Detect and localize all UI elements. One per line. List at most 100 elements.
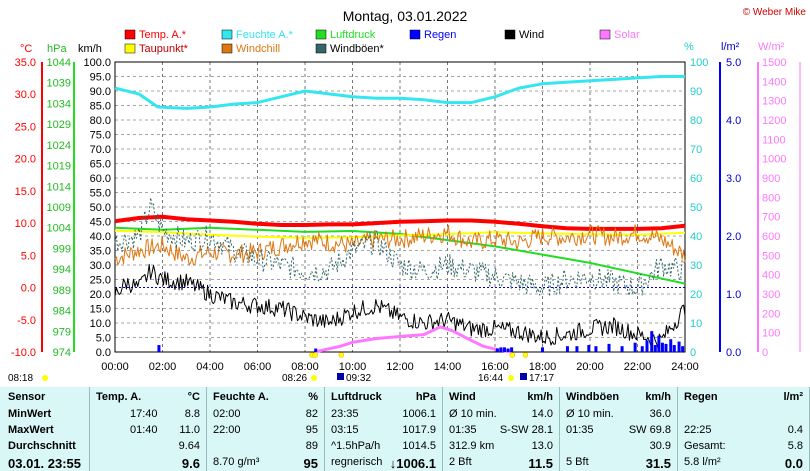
legend-swatch [599,29,611,40]
stats-cell-left: 23:35 [331,408,359,420]
x-tick-label: 08:00 [291,361,319,373]
temp-tick-label: 15.0 [15,186,36,198]
rain-bar [510,347,514,352]
pressure-tick-label: 1024 [47,140,71,152]
stats-cell-value: 95 [305,424,318,436]
stats-unit: hPa [415,391,436,403]
stats-cell-value: 82 [305,408,318,420]
solar-tick-label: 1000 [762,154,786,166]
humidity-tick-label: 100 [690,57,708,69]
rain-bar [314,348,318,352]
stats-unit: °C [187,391,200,403]
stats-row-label: MaxWert [8,424,54,436]
pressure-tick-label: 984 [53,306,71,318]
legend-swatch [504,29,516,40]
solar-tick-label: 1400 [762,76,786,88]
temp-tick-label: 10.0 [15,218,36,230]
stats-unit: km/h [645,391,671,403]
wind-tick-label: 75.0 [90,130,111,142]
x-tick-label: 20:00 [576,361,604,373]
humidity-tick-label: 30 [690,260,702,272]
temp-tick-label: -10.0 [11,347,36,359]
rain-tick-label: 0.0 [726,347,741,359]
temp-tick-label: -5.0 [17,315,36,327]
wind-tick-label: 90.0 [90,86,111,98]
stats-cell-left: 01:35 [449,424,477,436]
humidity-tick-label: 80 [690,115,702,127]
rain-bar [660,342,664,352]
pressure-tick-label: 1029 [47,119,71,131]
solar-tick-label: 1200 [762,115,786,127]
weather-chart: Montag, 03.01.2022 © Weber Mike Temp. A.* F… [8,7,806,384]
pressure-tick-label: 989 [53,285,71,297]
stats-column: Windböen km/h Ø 10 min. 01:35 5 Bft 36.0 SW 69… [560,387,678,471]
pressure-tick-label: 979 [53,326,71,338]
stats-row-label: 03.01. 23:55 [8,456,82,471]
x-tick-label: 00:00 [101,361,129,373]
humidity-tick-label: 50 [690,202,702,214]
temp-unit: °C [20,43,32,55]
stats-cell-value: 30.9 [649,440,671,452]
rain-bar [541,347,544,352]
legend-label: Taupunkt* [139,43,189,55]
stats-cell-left: Gesamt: [684,440,726,452]
solar-tick-label: 200 [762,308,780,320]
humidity-tick-label: 60 [690,173,702,185]
wind-tick-label: 80.0 [90,115,111,127]
stats-cell-value: 1014.5 [402,440,436,452]
humidity-unit: % [684,41,694,53]
solar-tick-label: 700 [762,212,780,224]
wind-tick-label: 40.0 [90,231,111,243]
x-tick-label: 24:00 [671,361,699,373]
rain-tick-label: 2.0 [726,231,741,243]
stats-cell-value: 31.5 [645,456,671,471]
solar-tick-label: 1100 [762,134,786,146]
stats-cell-value: 11.5 [528,456,553,471]
stats-cell-value: 89 [305,440,318,452]
rain-bar [499,347,503,352]
stats-unit: l/m² [783,391,803,403]
series-line-wind [114,263,686,349]
rain-bar [677,341,681,352]
pressure-tick-label: 1014 [47,181,71,193]
wind-unit: km/h [78,43,102,55]
stats-header: Luftdruck [331,391,382,403]
pressure-tick-label: 1019 [47,161,71,173]
legend-label: Solar [614,29,640,41]
stats-column: Luftdruck hPa 23:35 03:15 ^1.5hPa/h regnerisc… [325,387,443,471]
pressure-tick-label: 974 [53,347,71,359]
solar-tick-label: 900 [762,173,780,185]
legend-label: Luftdruck [330,29,376,41]
rain-bar [495,348,499,352]
stats-unit: % [308,391,318,403]
x-tick-label: 06:00 [244,361,272,373]
stats-column: Regen l/m² 22:25 Gesamt: 5.8 l/m² 0.4 5.8 0.0 [678,387,810,471]
legend-label: Windböen* [330,43,385,55]
stats-cell-value: SW 69.8 [628,424,671,436]
stats-cell-left: 01:35 [566,424,594,436]
x-tick-label: 10:00 [339,361,367,373]
x-tick-label: 16:00 [481,361,509,373]
rain-tick-label: 3.0 [726,173,741,185]
rain-bar [503,347,506,352]
temp-tick-label: 20.0 [15,154,36,166]
legend-swatch [124,29,136,40]
series-line-windb-en [114,197,686,297]
rain-bar [506,348,510,352]
stats-column: Temp. A. °C 17:40 01:40 8.8 11.0 9.64 9.6 [90,387,207,471]
sun-icon [311,375,317,381]
legend-swatch [315,43,327,54]
legend-label: Windchill [236,43,280,55]
stats-cell-left: Ø 10 min. [449,408,497,420]
rain-tick-label: 5.0 [726,57,741,69]
stats-header: Feuchte A. [213,391,269,403]
pressure-tick-label: 1034 [47,98,71,110]
stats-cell-value: S-SW 28.1 [499,424,553,436]
solar-tick-label: 300 [762,289,780,301]
solar-tick-label: 1300 [762,96,786,108]
humidity-tick-label: 70 [690,144,702,156]
stats-cell-left: 312.9 km [449,440,495,452]
series-line-solar [314,325,512,354]
rain-unit: l/m² [721,41,740,53]
wind-tick-label: 65.0 [90,159,111,171]
